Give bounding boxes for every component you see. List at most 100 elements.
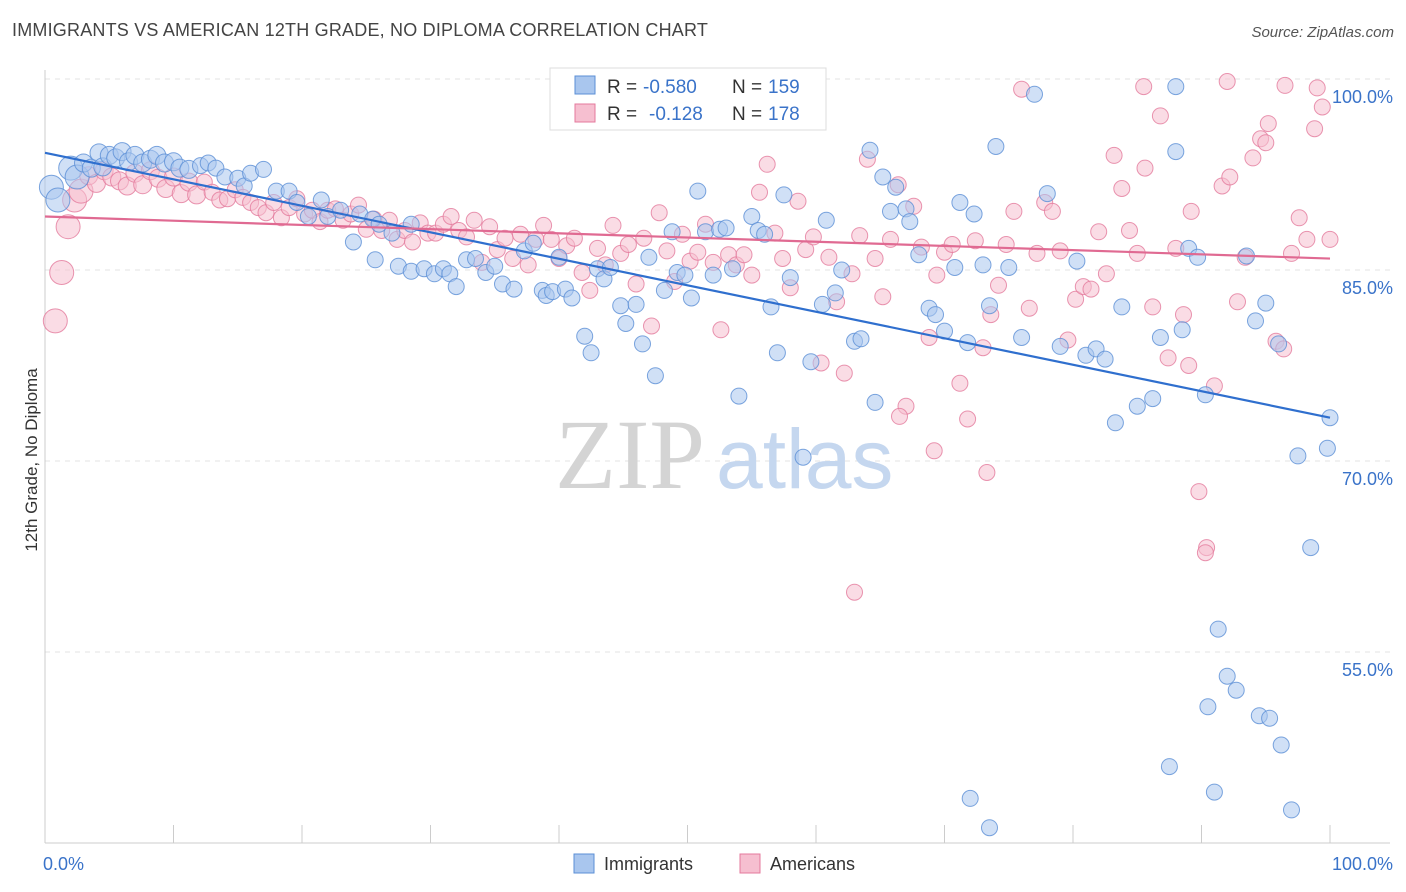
- point-americans: [689, 243, 707, 261]
- point-immigrants: [1196, 386, 1214, 404]
- point-immigrants: [1209, 620, 1227, 638]
- legend-r-value-1: -0.580: [643, 77, 697, 98]
- point-americans: [658, 242, 676, 260]
- point-americans: [874, 288, 892, 306]
- point-immigrants: [794, 448, 812, 466]
- legend-n-value-1: 159: [768, 77, 800, 98]
- bottom-legend-swatch-americans: [739, 853, 761, 874]
- point-americans: [1259, 115, 1277, 133]
- point-americans: [735, 246, 753, 264]
- point-americans: [604, 216, 622, 234]
- point-immigrants: [1144, 390, 1162, 408]
- legend-r-label-2: R =: [607, 104, 637, 125]
- point-immigrants: [1038, 185, 1056, 203]
- point-immigrants: [1026, 85, 1043, 103]
- point-immigrants: [974, 256, 992, 274]
- point-americans: [751, 183, 768, 201]
- point-immigrants: [1261, 709, 1279, 727]
- point-immigrants: [1000, 259, 1018, 276]
- point-americans: [1175, 306, 1192, 324]
- point-americans: [1005, 202, 1023, 220]
- point-immigrants: [255, 160, 272, 178]
- watermark: ZIP atlas: [555, 399, 893, 510]
- point-immigrants: [1247, 312, 1264, 330]
- point-immigrants: [987, 138, 1005, 155]
- point-americans: [635, 229, 653, 247]
- legend-n-label-2: N =: [732, 104, 762, 125]
- point-americans: [465, 211, 483, 229]
- point-immigrants: [1283, 801, 1300, 819]
- point-americans: [589, 239, 606, 257]
- y-tick-labels: 100.0% 85.0% 70.0% 55.0%: [1332, 87, 1393, 680]
- point-americans: [789, 192, 807, 210]
- point-immigrants: [910, 246, 928, 264]
- point-americans: [1180, 357, 1198, 374]
- point-immigrants: [1128, 397, 1146, 415]
- point-immigrants: [1151, 329, 1169, 346]
- point-americans: [774, 250, 792, 267]
- point-immigrants: [802, 353, 820, 371]
- point-americans: [512, 225, 529, 243]
- point-immigrants: [874, 168, 892, 186]
- point-immigrants: [634, 335, 651, 353]
- legend-n-value-2: 178: [768, 104, 800, 125]
- point-americans: [1229, 293, 1246, 311]
- bottom-legend-swatch-immigrants: [573, 853, 595, 874]
- point-americans: [1298, 230, 1316, 248]
- point-americans: [835, 364, 853, 382]
- point-immigrants: [627, 295, 645, 313]
- point-americans: [1135, 78, 1153, 96]
- point-americans: [943, 236, 961, 253]
- point-immigrants: [676, 266, 694, 284]
- point-immigrants: [1272, 736, 1290, 754]
- point-immigrants: [45, 187, 71, 213]
- point-immigrants: [951, 194, 969, 211]
- point-immigrants: [1068, 252, 1086, 270]
- point-immigrants: [640, 248, 658, 266]
- point-americans: [920, 329, 938, 346]
- point-americans: [1308, 79, 1326, 97]
- point-americans: [1182, 202, 1200, 220]
- point-americans: [1196, 544, 1214, 562]
- point-immigrants: [1289, 447, 1307, 465]
- point-americans: [1244, 149, 1262, 167]
- point-immigrants: [866, 393, 884, 411]
- chart-title: IMMIGRANTS VS AMERICAN 12TH GRADE, NO DI…: [12, 20, 709, 40]
- legend-n-label-1: N =: [732, 77, 762, 98]
- bottom-legend: Immigrants Americans: [573, 853, 855, 874]
- point-americans: [42, 308, 68, 334]
- point-americans: [1067, 290, 1085, 308]
- point-immigrants: [612, 297, 630, 315]
- point-immigrants: [1167, 143, 1185, 161]
- point-immigrants: [576, 327, 594, 345]
- y-tick-label: 100.0%: [1332, 87, 1393, 107]
- point-americans: [619, 236, 637, 253]
- point-americans: [519, 256, 537, 274]
- legend-frame: [549, 67, 827, 131]
- y-tick-label: 85.0%: [1342, 278, 1393, 298]
- point-immigrants: [826, 284, 844, 302]
- point-immigrants: [833, 261, 851, 279]
- point-immigrants: [852, 330, 870, 348]
- trend-line-immigrants: [44, 151, 1331, 419]
- axes: [44, 70, 1390, 844]
- point-immigrants: [756, 225, 774, 243]
- point-immigrants: [861, 141, 879, 159]
- point-immigrants: [1167, 78, 1185, 96]
- point-americans: [627, 275, 645, 293]
- point-americans: [758, 155, 776, 173]
- point-immigrants: [1160, 758, 1178, 776]
- point-immigrants: [582, 344, 600, 362]
- point-immigrants: [961, 789, 979, 807]
- point-immigrants: [781, 269, 799, 287]
- point-immigrants: [1173, 321, 1191, 339]
- point-immigrants: [1189, 248, 1207, 266]
- y-tick-label: 70.0%: [1342, 469, 1393, 489]
- point-immigrants: [467, 250, 484, 267]
- point-immigrants: [617, 315, 635, 332]
- point-immigrants: [704, 266, 722, 284]
- point-americans: [573, 264, 591, 281]
- point-americans: [891, 407, 908, 425]
- point-immigrants: [1302, 539, 1320, 557]
- point-americans: [866, 250, 884, 267]
